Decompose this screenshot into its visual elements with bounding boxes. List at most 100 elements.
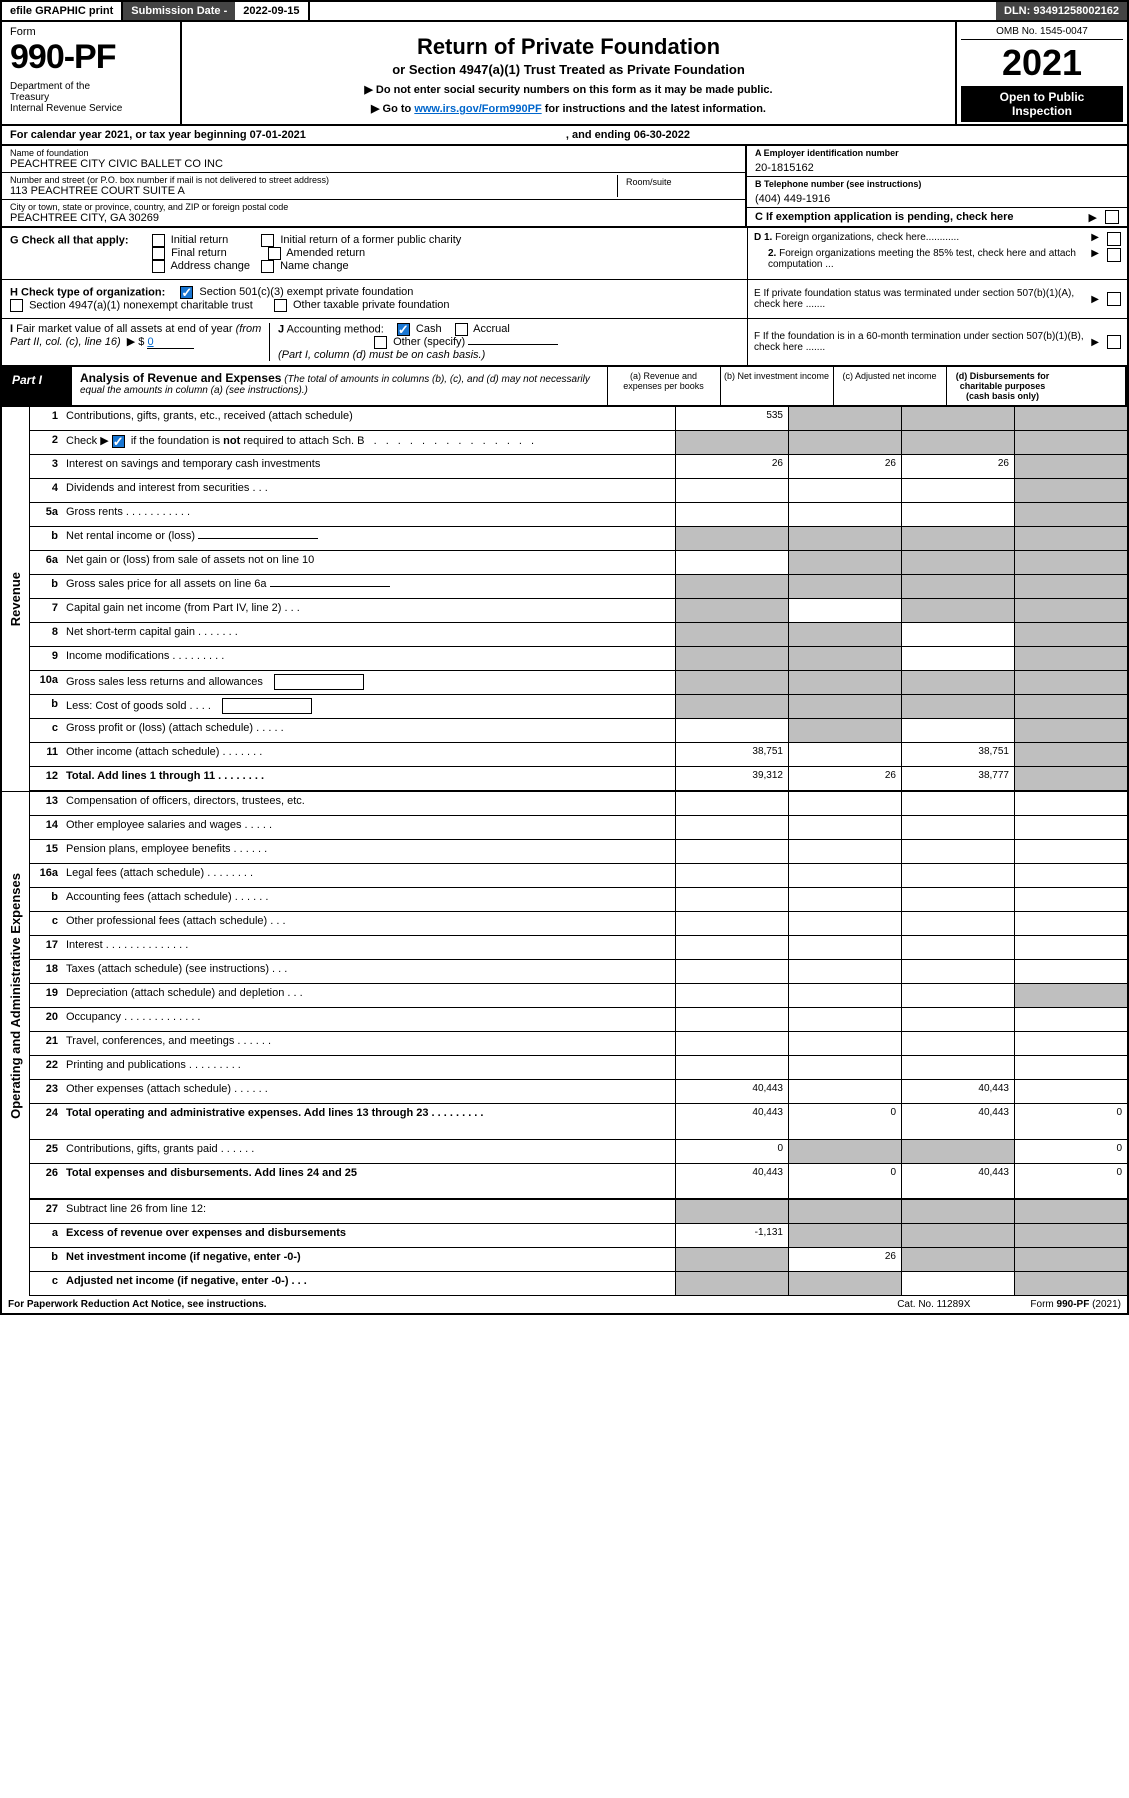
expenses-side-label: Operating and Administrative Expenses [8,869,23,1123]
other-taxable-checkbox[interactable] [274,299,287,312]
line-description: Depreciation (attach schedule) and deple… [64,984,675,1007]
j-accrual: Accrual [473,323,510,335]
final-return-checkbox[interactable] [152,247,165,260]
instr2-post: for instructions and the latest informat… [542,103,766,115]
cell-col-a [675,840,788,863]
cell-col-b [788,888,901,911]
cell-col-b [788,1224,901,1247]
cell-col-a [675,647,788,670]
other-method-checkbox[interactable] [374,336,387,349]
arrow-icon: ▶ [1091,337,1099,348]
cell-col-a: 26 [675,455,788,478]
name-label: Name of foundation [10,148,737,158]
fmv-value[interactable]: 0 [147,336,193,349]
line-number: 5a [30,503,64,526]
line-description: Total operating and administrative expen… [64,1104,675,1139]
cell-col-a [675,1008,788,1031]
initial-public-checkbox[interactable] [261,234,274,247]
section-h-e: H Check type of organization: Section 50… [0,280,1129,319]
address-change-checkbox[interactable] [152,260,165,273]
cell-col-c [901,984,1014,1007]
e-checkbox[interactable] [1107,292,1121,306]
cell-col-c [901,960,1014,983]
cell-col-a [675,623,788,646]
d-block: D 1. Foreign organizations, check here..… [747,228,1127,279]
efile-label[interactable]: efile GRAPHIC print [2,2,123,20]
cell-col-a: 39,312 [675,767,788,790]
cell-col-c [901,936,1014,959]
line-number: 3 [30,455,64,478]
g-opt-5: Name change [280,260,349,272]
cell-col-c [901,671,1014,694]
line-number: 7 [30,599,64,622]
line-number: 10a [30,671,64,694]
line-number: a [30,1224,64,1247]
cell-col-b [788,984,901,1007]
part1-title: Analysis of Revenue and Expenses [80,371,281,385]
d1-checkbox[interactable] [1107,232,1121,246]
h-opt-3: Other taxable private foundation [293,299,450,311]
f-checkbox[interactable] [1107,335,1121,349]
cell-col-a [675,527,788,550]
line-description: Other expenses (attach schedule) . . . .… [64,1080,675,1103]
line-description: Net investment income (if negative, ente… [64,1248,675,1271]
cell-col-d [1014,792,1127,815]
501c3-checkbox[interactable] [180,286,193,299]
line-description: Compensation of officers, directors, tru… [64,792,675,815]
cell-col-c [901,840,1014,863]
name-change-checkbox[interactable] [261,260,274,273]
line-description: Dividends and interest from securities .… [64,479,675,502]
phone-row: B Telephone number (see instructions) (4… [747,177,1127,208]
part1-label: Part I [2,367,72,405]
line-number: c [30,719,64,742]
cell-col-c [901,888,1014,911]
d2-checkbox[interactable] [1107,248,1121,262]
line-number: 8 [30,623,64,646]
arrow-icon: ▶ [1091,248,1099,270]
form-number: 990-PF [10,38,172,77]
exemption-checkbox[interactable] [1105,210,1119,224]
cell-col-c: 40,443 [901,1164,1014,1198]
cash-checkbox[interactable] [397,323,410,336]
line-number: b [30,575,64,598]
amended-checkbox[interactable] [268,247,281,260]
cell-col-d [1014,984,1127,1007]
room-suite: Room/suite [617,175,737,197]
cell-col-c [901,719,1014,742]
line-number: 22 [30,1056,64,1079]
instr2-pre: ▶ Go to [371,103,414,115]
line-number: c [30,912,64,935]
cell-col-d [1014,695,1127,718]
accrual-checkbox[interactable] [455,323,468,336]
info-right: A Employer identification number 20-1815… [747,146,1127,226]
cell-col-c: 40,443 [901,1104,1014,1139]
schb-checkbox[interactable] [112,435,125,448]
line-number: 19 [30,984,64,1007]
line-description: Net rental income or (loss) [64,527,675,550]
cell-col-b [788,816,901,839]
cell-col-a: 40,443 [675,1104,788,1139]
cell-col-c [901,1032,1014,1055]
ein-value: 20-1815162 [755,158,1119,174]
cell-col-a [675,936,788,959]
cell-col-b [788,431,901,454]
form-header: Form 990-PF Department of theTreasuryInt… [0,22,1129,126]
cell-col-d [1014,767,1127,790]
cell-col-d [1014,1200,1127,1223]
cell-col-c [901,864,1014,887]
g-opt-4: Amended return [286,247,365,259]
cell-col-d [1014,912,1127,935]
line-number: 21 [30,1032,64,1055]
cell-col-b [788,599,901,622]
4947-checkbox[interactable] [10,299,23,312]
line-description: Other employee salaries and wages . . . … [64,816,675,839]
cell-col-a [675,888,788,911]
column-headers: (a) Revenue and expenses per books (b) N… [607,367,1128,405]
irs-link[interactable]: www.irs.gov/Form990PF [414,103,541,115]
cell-col-d [1014,864,1127,887]
cell-col-b [788,743,901,766]
line-number: 26 [30,1164,64,1198]
line-description: Interest on savings and temporary cash i… [64,455,675,478]
initial-return-checkbox[interactable] [152,234,165,247]
tax-year: 2021 [961,40,1123,86]
